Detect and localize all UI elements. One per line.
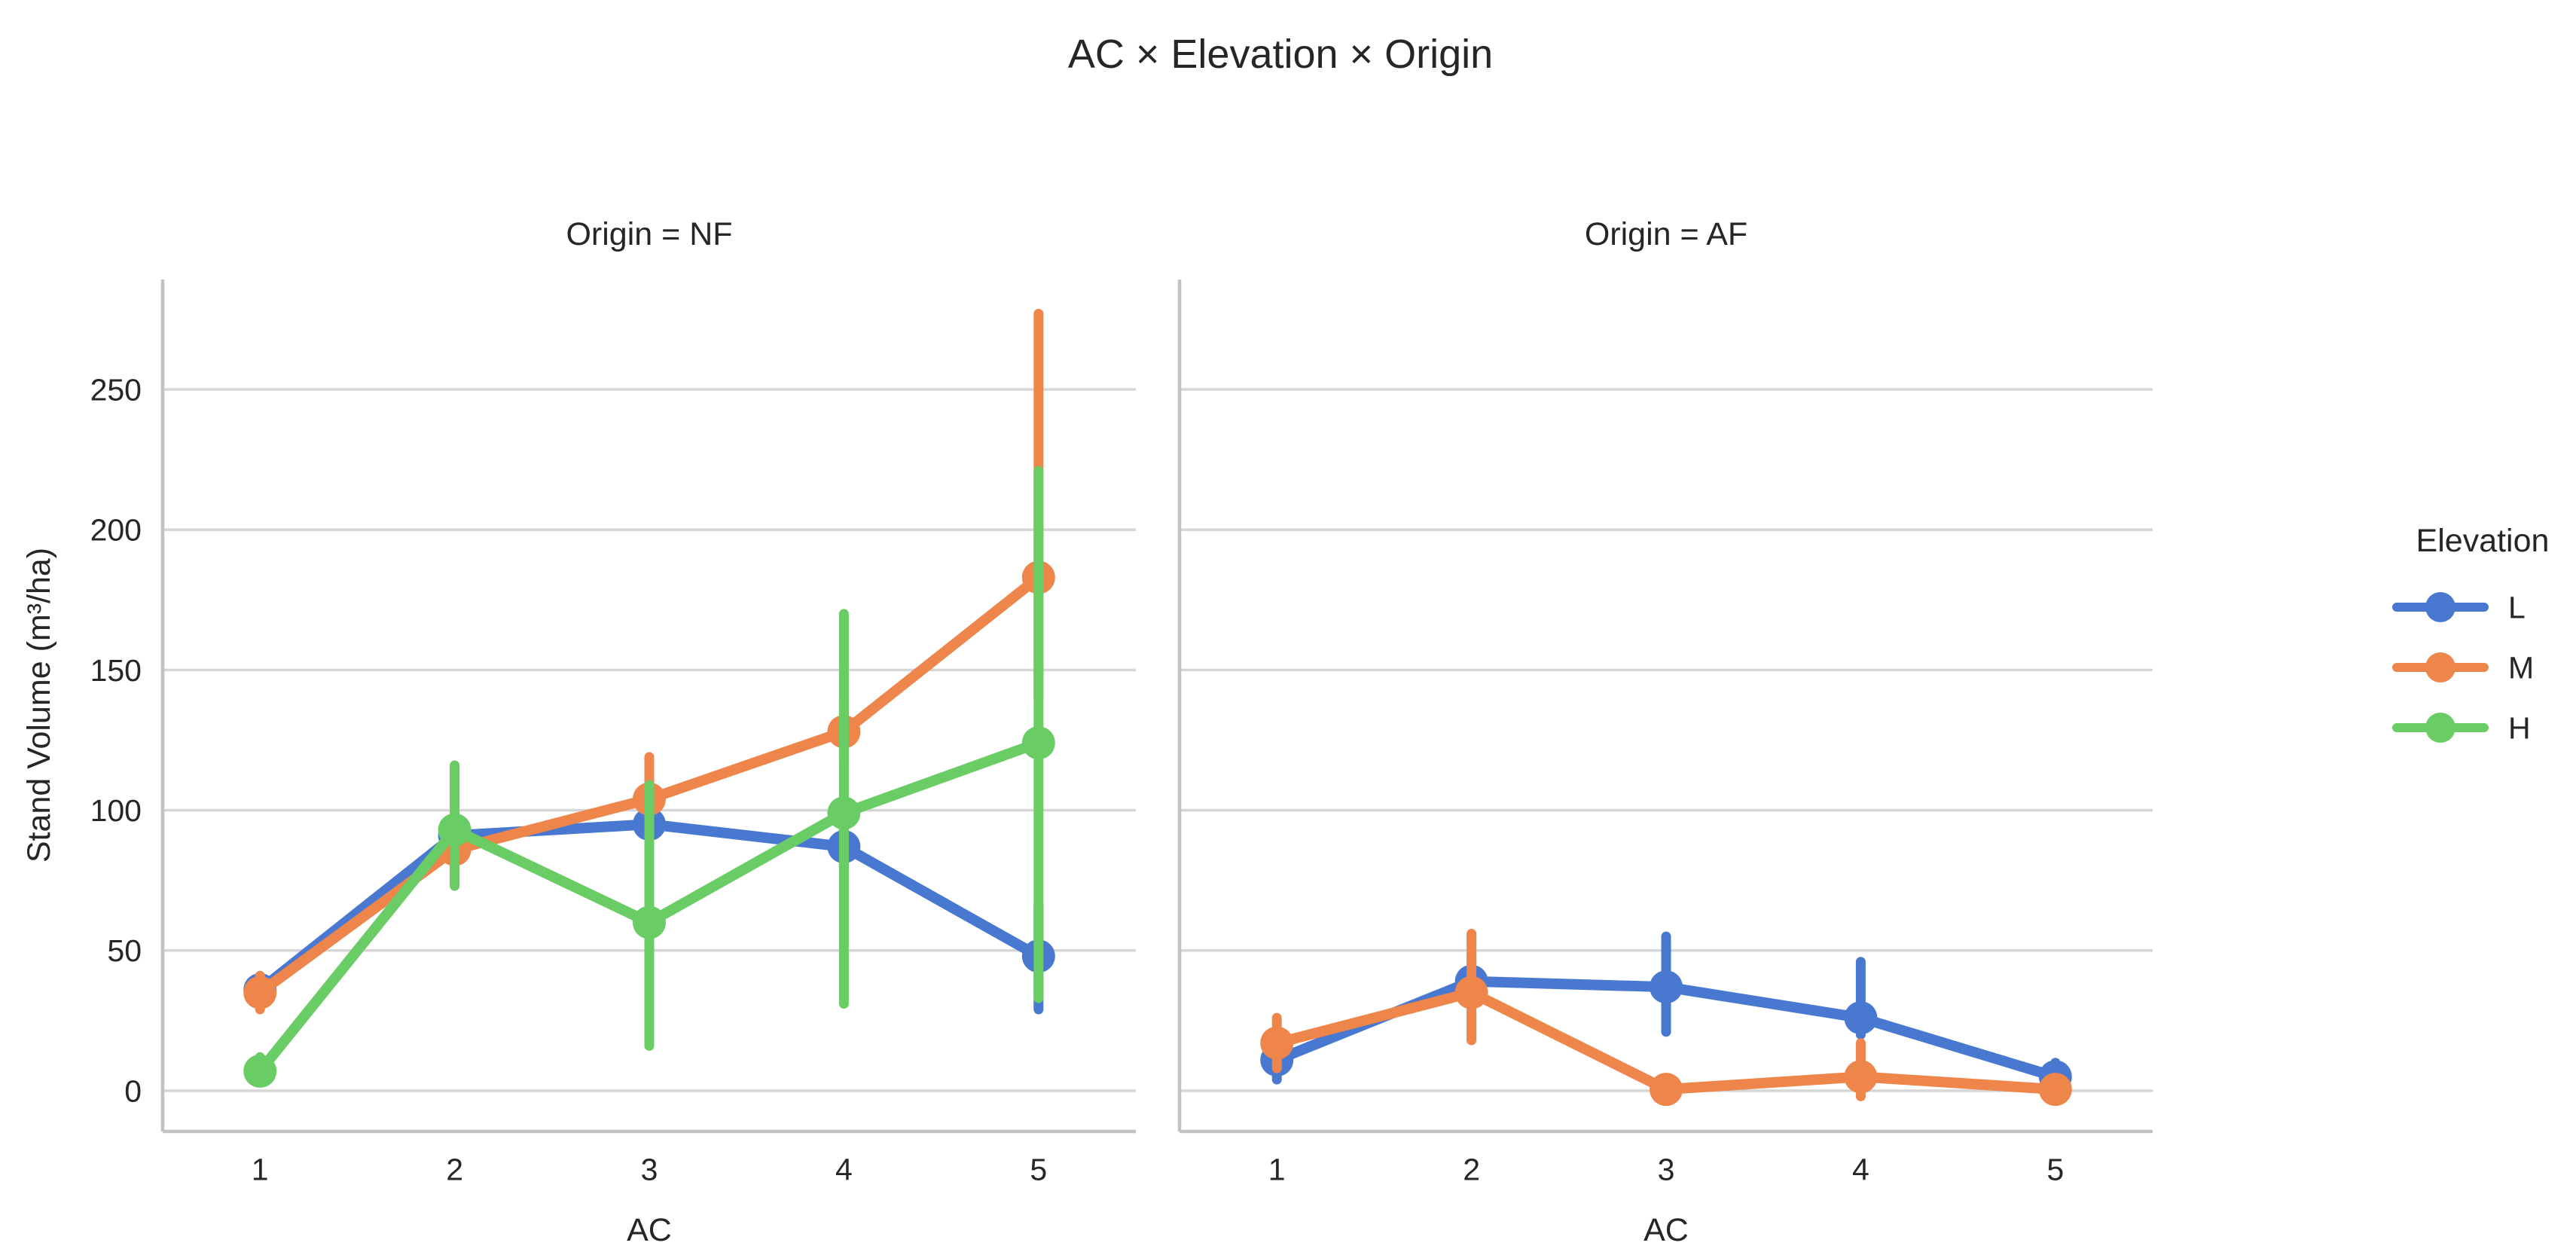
legend-dot-icon [2425, 713, 2455, 743]
data-point-L-x4 [1844, 1001, 1878, 1035]
data-point-M-x1 [1260, 1026, 1294, 1060]
y-axis-label: Stand Volume (m³/ha) [21, 548, 57, 863]
series-H [243, 466, 1055, 1088]
data-point-M-x3 [1650, 1073, 1683, 1107]
legend: Elevation LMH [2392, 523, 2550, 745]
panel-af: Origin = AF 1 2 3 4 5 AC [1177, 216, 2153, 1248]
y-tick-label: 200 [90, 513, 142, 548]
data-point-M-x4 [1844, 1060, 1878, 1094]
y-tick-label: 0 [124, 1073, 142, 1108]
y-tick-label: 50 [107, 933, 142, 968]
y-tick-label: 150 [90, 653, 142, 688]
data-point-M-x2 [1454, 976, 1488, 1009]
y-tick-label: 250 [90, 372, 142, 407]
x-tick-label: 2 [1463, 1152, 1480, 1186]
x-axis-label: AC [627, 1212, 672, 1248]
data-point-M-x5 [2038, 1073, 2072, 1107]
legend-item-h: H [2392, 710, 2531, 745]
x-tick-label: 2 [446, 1152, 463, 1186]
x-tick-label: 4 [835, 1152, 853, 1186]
panel-title: Origin = NF [566, 216, 732, 252]
x-axis-label: AC [1644, 1212, 1689, 1248]
legend-dot-icon [2425, 592, 2455, 622]
legend-item-m: M [2392, 650, 2534, 685]
data-point-H-x2 [438, 813, 472, 847]
x-tick-label: 5 [2046, 1152, 2064, 1186]
data-point-H-x4 [827, 796, 861, 830]
x-tick-label: 3 [641, 1152, 658, 1186]
data-point-L-x3 [1650, 970, 1683, 1004]
legend-item-label: M [2508, 650, 2534, 685]
legend-item-l: L [2392, 590, 2526, 624]
panel-nf: Origin = NF 0 50 100 150 200 250 1 2 3 4 5 AC [90, 216, 1136, 1248]
x-tick-label: 1 [1268, 1152, 1286, 1186]
series-M [1260, 928, 2072, 1107]
data-point-H-x1 [243, 1054, 277, 1088]
legend-item-label: L [2508, 590, 2526, 624]
figure-title: AC × Elevation × Origin [1068, 32, 1493, 77]
legend-dot-icon [2425, 652, 2455, 682]
legend-title: Elevation [2416, 523, 2550, 559]
x-tick-label: 4 [1852, 1152, 1869, 1186]
x-tick-label: 5 [1030, 1152, 1047, 1186]
data-point-M-x1 [243, 976, 277, 1009]
x-tick-label: 1 [252, 1152, 269, 1186]
legend-item-label: H [2508, 710, 2531, 745]
x-tick-label: 3 [1658, 1152, 1675, 1186]
panel-title: Origin = AF [1585, 216, 1747, 252]
y-tick-label: 100 [90, 793, 142, 828]
data-point-H-x5 [1021, 726, 1055, 760]
data-point-H-x3 [633, 905, 666, 939]
